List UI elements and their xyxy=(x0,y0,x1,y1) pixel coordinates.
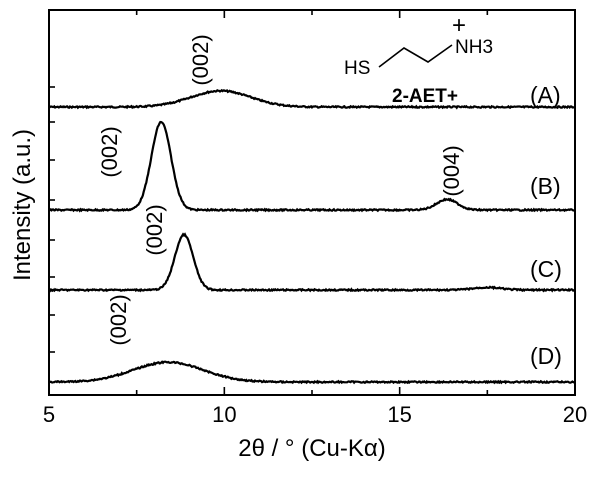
series-label: (C) xyxy=(530,256,562,282)
series-label: (B) xyxy=(530,173,561,199)
x-tick-label: 15 xyxy=(387,402,411,427)
molecule-structure: HS NH3 + 2-AET+ xyxy=(344,12,493,107)
series-line xyxy=(48,120,576,213)
x-tick-label: 20 xyxy=(563,402,587,427)
ammonium-group-label: NH3 xyxy=(455,37,493,58)
positive-charge-sign: + xyxy=(452,12,466,39)
thiol-group-label: HS xyxy=(344,58,370,79)
series-label: (D) xyxy=(530,343,562,369)
x-axis-label: 2θ / ° (Cu-Kα) xyxy=(238,435,386,462)
x-tick-label: 5 xyxy=(43,402,55,427)
series-labels: (A) (B) (C) (D) xyxy=(530,82,562,369)
series-traces xyxy=(48,88,576,385)
series-line xyxy=(48,88,576,110)
x-tick-label: 10 xyxy=(212,402,236,427)
series-line xyxy=(48,232,575,293)
molecule-name: 2-AET+ xyxy=(392,86,458,107)
peak-labels: (002) (002) (004) (002) (002) xyxy=(97,34,464,345)
peak-label: (002) xyxy=(106,294,131,345)
carbon-chain-bonds xyxy=(378,44,453,68)
peak-label: (004) xyxy=(439,145,464,196)
peak-label: (002) xyxy=(142,204,167,255)
series-label: (A) xyxy=(530,82,561,108)
peak-label: (002) xyxy=(97,126,122,177)
peak-label: (002) xyxy=(188,34,213,85)
y-axis-label: Intensity (a.u.) xyxy=(9,129,36,281)
axis-ticks xyxy=(48,10,576,395)
series-line xyxy=(48,360,576,385)
